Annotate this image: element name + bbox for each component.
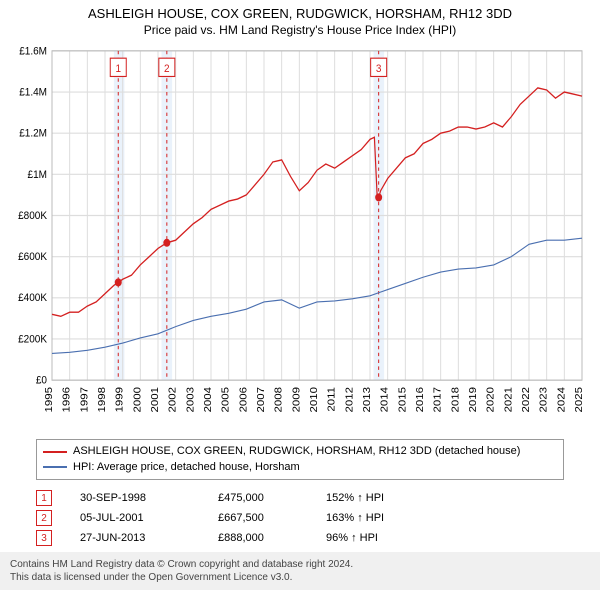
x-tick-label: 1997 [79, 387, 90, 412]
x-tick-label: 2016 [415, 387, 426, 412]
sale-delta: 163% ↑ HPI [326, 512, 416, 524]
x-tick-label: 1998 [97, 387, 108, 412]
x-tick-label: 2015 [397, 387, 408, 412]
y-tick-label: £200K [18, 333, 48, 346]
sale-date: 30-SEP-1998 [80, 492, 190, 504]
y-tick-label: £400K [18, 292, 48, 305]
sale-price: £888,000 [218, 532, 298, 544]
sales-table: 1 30-SEP-1998 £475,000 152% ↑ HPI 2 05-JUL-20… [36, 488, 564, 548]
x-tick-label: 2018 [450, 387, 461, 412]
chart-subtitle: Price paid vs. HM Land Registry's House … [8, 23, 592, 39]
x-tick-label: 1995 [44, 387, 55, 412]
x-tick-label: 2023 [538, 387, 549, 412]
sale-marker-dot [163, 239, 170, 247]
sale-index-box: 1 [36, 490, 52, 506]
legend-label: HPI: Average price, detached house, Hors… [73, 460, 300, 475]
chart-svg: £0 £200K £400K £600K £800K £1M £1.2M £1.4M £1.6M… [8, 44, 592, 433]
y-tick-label: £1.6M [19, 45, 47, 58]
legend-row: HPI: Average price, detached house, Hors… [43, 460, 557, 475]
x-tick-label: 2019 [468, 387, 479, 412]
sales-row: 3 27-JUN-2013 £888,000 96% ↑ HPI [36, 528, 564, 548]
x-tick-label: 2007 [256, 387, 267, 412]
x-tick-label: 2001 [150, 387, 161, 412]
y-tick-label: £800K [18, 210, 48, 223]
attribution-line-1: Contains HM Land Registry data © Crown c… [10, 558, 590, 571]
x-tick-label: 2010 [309, 387, 320, 412]
sale-date: 27-JUN-2013 [80, 532, 190, 544]
sales-row: 2 05-JUL-2001 £667,500 163% ↑ HPI [36, 508, 564, 528]
y-tick-label: £1M [28, 169, 47, 182]
sale-flag-number: 3 [376, 63, 382, 76]
x-tick-label: 2000 [132, 387, 143, 412]
sale-delta: 96% ↑ HPI [326, 532, 416, 544]
y-tick-label: £600K [18, 251, 48, 264]
x-tick-label: 2025 [574, 387, 585, 412]
x-tick-label: 2006 [238, 387, 249, 412]
legend-swatch [43, 466, 67, 468]
sale-date: 05-JUL-2001 [80, 512, 190, 524]
y-tick-label: £1.4M [19, 86, 47, 99]
x-tick-label: 2022 [521, 387, 532, 412]
chart-title: ASHLEIGH HOUSE, COX GREEN, RUDGWICK, HOR… [8, 6, 592, 23]
sales-row: 1 30-SEP-1998 £475,000 152% ↑ HPI [36, 488, 564, 508]
x-tick-label: 2003 [185, 387, 196, 412]
sale-flag-number: 1 [115, 63, 121, 76]
legend-label: ASHLEIGH HOUSE, COX GREEN, RUDGWICK, HOR… [73, 444, 520, 459]
sale-marker-dot [115, 279, 122, 287]
sale-index-box: 2 [36, 510, 52, 526]
attribution-line-2: This data is licensed under the Open Gov… [10, 571, 590, 584]
sale-delta: 152% ↑ HPI [326, 492, 416, 504]
sale-price: £667,500 [218, 512, 298, 524]
x-tick-label: 2024 [556, 387, 567, 412]
y-tick-label: £0 [36, 374, 47, 387]
sale-marker-dot [375, 194, 382, 202]
x-tick-label: 2011 [326, 387, 337, 412]
x-tick-label: 1999 [114, 387, 125, 412]
x-tick-label: 2008 [273, 387, 284, 412]
x-tick-label: 1996 [61, 387, 72, 412]
x-tick-label: 2004 [203, 387, 214, 412]
legend-row: ASHLEIGH HOUSE, COX GREEN, RUDGWICK, HOR… [43, 444, 557, 459]
x-tick-label: 2013 [362, 387, 373, 412]
attribution-block: Contains HM Land Registry data © Crown c… [0, 552, 600, 590]
x-tick-label: 2012 [344, 387, 355, 412]
legend-swatch [43, 451, 67, 453]
x-tick-label: 2005 [220, 387, 231, 412]
x-tick-label: 2002 [167, 387, 178, 412]
chart-container: ASHLEIGH HOUSE, COX GREEN, RUDGWICK, HOR… [0, 0, 600, 590]
sale-flag-number: 2 [164, 63, 170, 76]
chart-area: £0 £200K £400K £600K £800K £1M £1.2M £1.4M £1.6M… [8, 44, 592, 433]
x-tick-label: 2020 [485, 387, 496, 412]
x-tick-label: 2009 [291, 387, 302, 412]
y-tick-label: £1.2M [19, 128, 47, 141]
sale-price: £475,000 [218, 492, 298, 504]
legend-box: ASHLEIGH HOUSE, COX GREEN, RUDGWICK, HOR… [36, 439, 564, 480]
x-tick-label: 2017 [432, 387, 443, 412]
title-block: ASHLEIGH HOUSE, COX GREEN, RUDGWICK, HOR… [0, 0, 600, 40]
x-tick-label: 2021 [503, 387, 514, 412]
sale-index-box: 3 [36, 530, 52, 546]
x-tick-label: 2014 [379, 387, 390, 412]
